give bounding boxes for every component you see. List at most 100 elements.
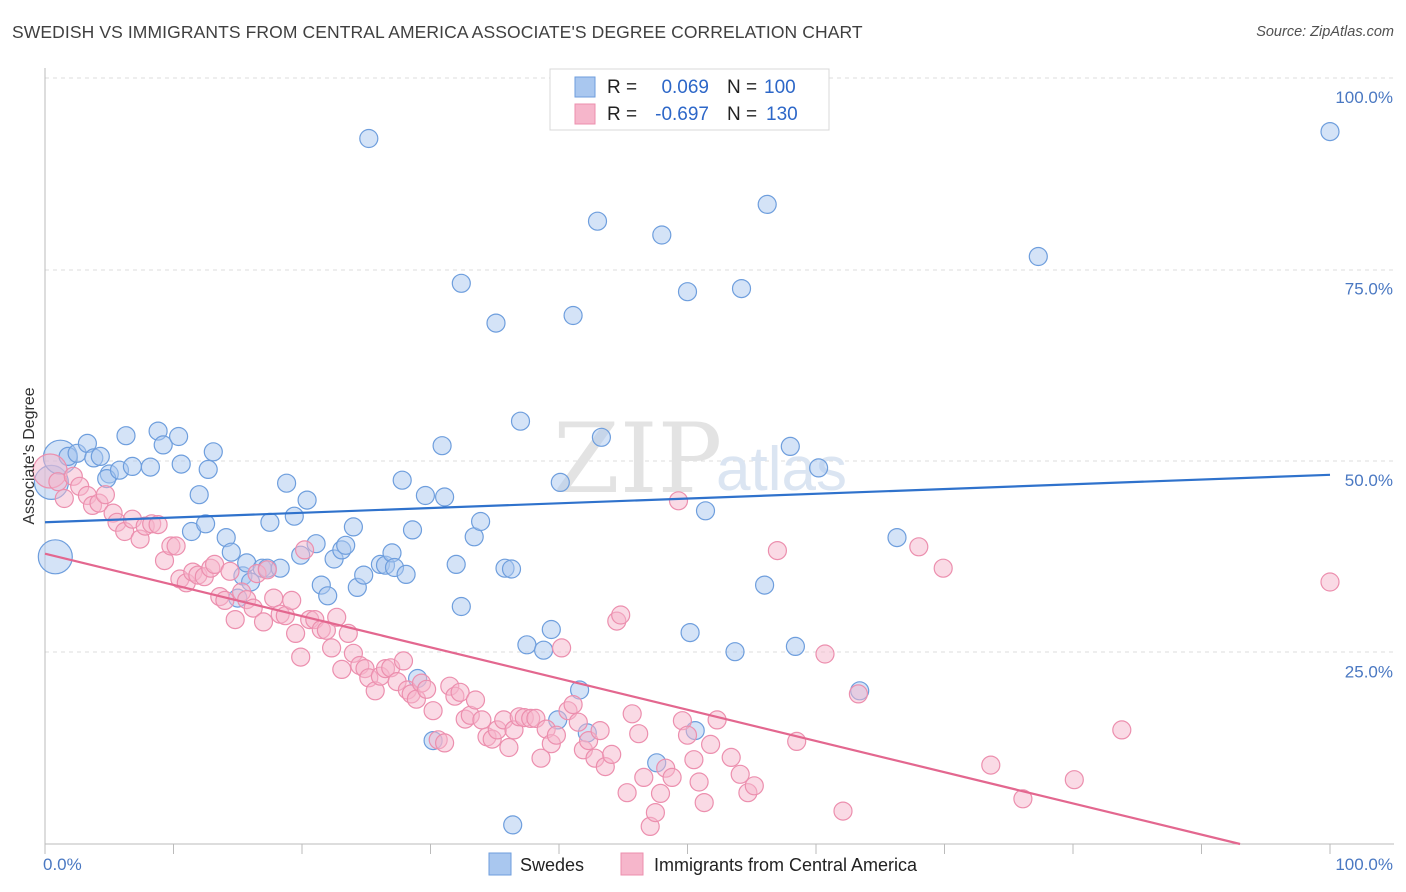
immigrants-point [282, 590, 302, 611]
series-points [32, 122, 1340, 837]
y-tick-label: 100.0% [1335, 88, 1393, 107]
immigrants-point [707, 710, 727, 730]
immigrants-point [332, 659, 352, 680]
immigrants-trend-line [44, 552, 1241, 846]
series-legend-label-swedes: Swedes [520, 855, 584, 875]
swedes-point [887, 527, 907, 548]
immigrants-point [264, 588, 284, 608]
immigrants-point [563, 694, 583, 715]
series-legend-label-immigrants: Immigrants from Central America [654, 855, 918, 875]
swedes-point [808, 458, 829, 478]
swedes-point [196, 514, 216, 534]
x-axis-ticks [44, 844, 1331, 854]
immigrants-point [645, 802, 666, 823]
legend-n-value-immigrants: 130 [766, 104, 798, 125]
swedes-point [284, 506, 304, 526]
immigrants-point [662, 767, 682, 788]
swedes-point [221, 542, 241, 562]
swedes-point [396, 564, 416, 585]
immigrants-point [327, 607, 347, 627]
immigrants-point [295, 540, 315, 560]
legend-n-value-swedes: 100 [764, 77, 796, 98]
immigrants-point [767, 540, 788, 561]
series-legend-swatch-immigrants [620, 852, 644, 876]
immigrants-point [981, 755, 1001, 775]
swedes-point [153, 435, 173, 455]
swedes-point [198, 459, 218, 479]
swedes-point [277, 473, 297, 493]
swedes-point [336, 535, 356, 555]
immigrants-point [291, 647, 311, 667]
swedes-point [517, 635, 537, 655]
swedes-point [171, 454, 191, 474]
swedes-point [297, 490, 317, 510]
swedes-point [169, 426, 189, 447]
swedes-point [116, 426, 136, 446]
swedes-point [725, 642, 745, 662]
y-axis-tick-labels: 25.0% 50.0% 75.0% 100.0% [1335, 88, 1393, 682]
swedes-point [486, 313, 506, 333]
immigrants-point [531, 748, 551, 768]
swedes-point [318, 586, 338, 606]
y-tick-label: 50.0% [1345, 471, 1393, 490]
swedes-point [677, 282, 698, 302]
immigrants-point [417, 679, 437, 699]
swedes-point [451, 273, 471, 293]
immigrants-point [730, 764, 750, 784]
immigrants-point [220, 561, 240, 581]
immigrants-point [54, 488, 74, 509]
swedes-point [563, 305, 583, 326]
swedes-point [203, 442, 223, 462]
legend-swatch-swedes [574, 76, 596, 98]
source-label: Source: ZipAtlas.com [1256, 24, 1394, 40]
swedes-point [415, 485, 435, 506]
immigrants-point [1112, 720, 1132, 740]
legend-swatch-immigrants [574, 103, 596, 125]
immigrants-point [933, 558, 953, 578]
swedes-point [471, 511, 491, 532]
immigrants-point [744, 776, 764, 796]
swedes-point [402, 520, 423, 540]
immigrants-point [568, 712, 588, 732]
immigrants-point [472, 710, 492, 730]
swedes-point [591, 427, 612, 447]
swedes-point [392, 470, 412, 490]
immigrants-point [166, 536, 186, 556]
series-legend: Swedes Immigrants from Central America [488, 852, 918, 876]
immigrants-point [668, 491, 689, 511]
immigrants-point [435, 733, 455, 753]
immigrants-point [833, 801, 853, 821]
immigrants-point [1013, 789, 1033, 809]
immigrants-point [634, 767, 654, 788]
swedes-point [435, 487, 455, 507]
immigrants-point [590, 720, 610, 741]
immigrants-point [148, 514, 168, 535]
swedes-point [680, 622, 700, 643]
immigrants-point [650, 783, 671, 804]
immigrants-point [322, 638, 342, 658]
x-tick-label-max: 100.0% [1335, 855, 1393, 874]
immigrants-point [684, 750, 704, 770]
swedes-point [754, 575, 775, 595]
swedes-point [1320, 122, 1340, 142]
swedes-point [501, 559, 522, 579]
swedes-point [503, 815, 523, 835]
immigrants-point [551, 638, 572, 658]
swedes-point [1028, 246, 1048, 267]
immigrants-point [253, 612, 274, 632]
swedes-point [541, 619, 561, 640]
legend-n-label-immigrants: N = [727, 104, 757, 125]
watermark-zip: ZIP [553, 403, 722, 515]
immigrants-point [689, 772, 709, 792]
swedes-point [785, 636, 806, 657]
swedes-point [652, 225, 672, 245]
swedes-point [510, 411, 531, 431]
legend-r-label-immigrants: R = [607, 104, 637, 125]
swedes-point [140, 457, 160, 477]
swedes-point [90, 446, 110, 466]
immigrants-point [1064, 770, 1084, 790]
swedes-point [695, 501, 716, 521]
legend-r-label-swedes: R = [607, 77, 637, 98]
immigrants-point [225, 609, 245, 630]
